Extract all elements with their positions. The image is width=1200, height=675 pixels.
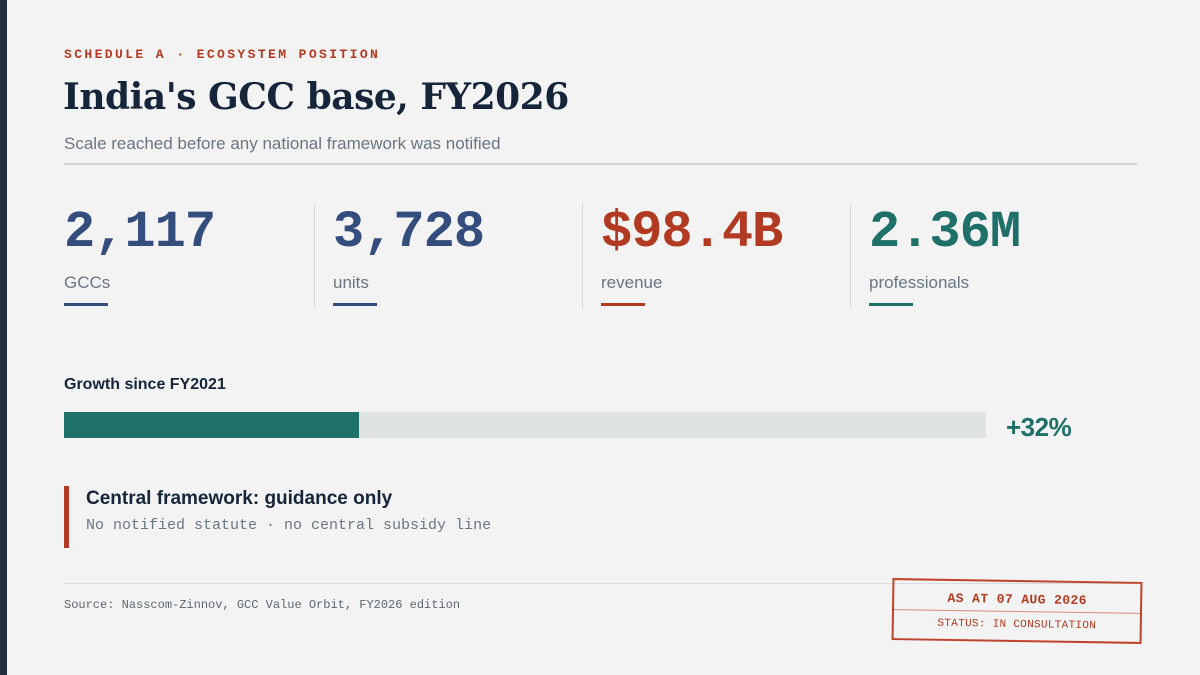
stat-underline bbox=[601, 303, 645, 306]
growth-progress-fill bbox=[64, 412, 360, 438]
left-accent-rule bbox=[0, 0, 7, 675]
status-stamp: AS AT 07 AUG 2026 STATUS: IN CONSULTATIO… bbox=[891, 578, 1143, 644]
callout-accent-bar bbox=[64, 486, 69, 548]
page-subtitle: Scale reached before any national framew… bbox=[64, 134, 501, 153]
callout-detail: No notified statute · no central subsidy… bbox=[86, 517, 492, 534]
stat-revenue: $98.4B revenue bbox=[582, 203, 850, 309]
stamp-status: STATUS: IN CONSULTATION bbox=[937, 617, 1097, 633]
stat-gccs: 2,117 GCCs bbox=[64, 203, 314, 309]
stat-label: GCCs bbox=[64, 273, 111, 292]
growth-progress-track bbox=[64, 412, 986, 438]
growth-label: Growth since FY2021 bbox=[64, 376, 226, 393]
title-divider bbox=[64, 163, 1137, 165]
framework-callout: Central framework: guidance only No noti… bbox=[64, 486, 664, 548]
stat-label: revenue bbox=[601, 273, 663, 292]
stat-underline bbox=[333, 303, 377, 306]
growth-value: +32% bbox=[1006, 412, 1072, 442]
stat-value: $98.4B bbox=[601, 203, 783, 262]
stat-underline bbox=[64, 303, 108, 306]
stat-underline bbox=[869, 303, 913, 306]
stamp-divider bbox=[893, 609, 1140, 614]
stat-value: 2.36M bbox=[869, 203, 1021, 262]
source-note: Source: Nasscom-Zinnov, GCC Value Orbit,… bbox=[64, 598, 461, 612]
stamp-date: AS AT 07 AUG 2026 bbox=[947, 590, 1087, 609]
stat-value: 2,117 bbox=[64, 203, 216, 262]
stat-professionals: 2.36M professionals bbox=[850, 203, 1138, 309]
callout-title: Central framework: guidance only bbox=[86, 488, 393, 509]
stat-label: professionals bbox=[869, 273, 970, 292]
eyebrow-label: SCHEDULE A · ECOSYSTEM POSITION bbox=[64, 47, 381, 62]
stat-value: 3,728 bbox=[333, 203, 485, 262]
page-title: India's GCC base, FY2026 bbox=[63, 76, 569, 118]
stat-units: 3,728 units bbox=[314, 203, 582, 309]
footer-divider bbox=[64, 583, 1137, 584]
stat-label: units bbox=[333, 273, 369, 292]
